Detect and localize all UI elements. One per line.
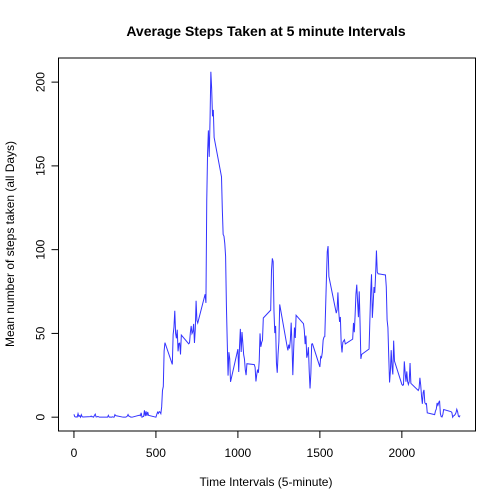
y-tick-label: 100 <box>34 239 48 259</box>
plot-box <box>58 57 476 432</box>
chart-title: Average Steps Taken at 5 minute Interval… <box>126 23 406 39</box>
y-tick-label: 0 <box>34 414 48 421</box>
data-line <box>73 71 461 419</box>
x-tick-label: 1500 <box>307 446 334 460</box>
y-axis-label: Mean number of steps taken (all Days) <box>3 141 17 347</box>
x-axis-label: Time Intervals (5-minute) <box>200 475 333 489</box>
x-tick-label: 0 <box>71 446 78 460</box>
x-tick-label: 2000 <box>389 446 416 460</box>
y-tick-label: 50 <box>34 326 48 340</box>
x-tick-label: 1000 <box>225 446 252 460</box>
y-tick-label: 150 <box>34 156 48 176</box>
x-tick-label: 500 <box>146 446 166 460</box>
y-tick-label: 200 <box>34 72 48 92</box>
